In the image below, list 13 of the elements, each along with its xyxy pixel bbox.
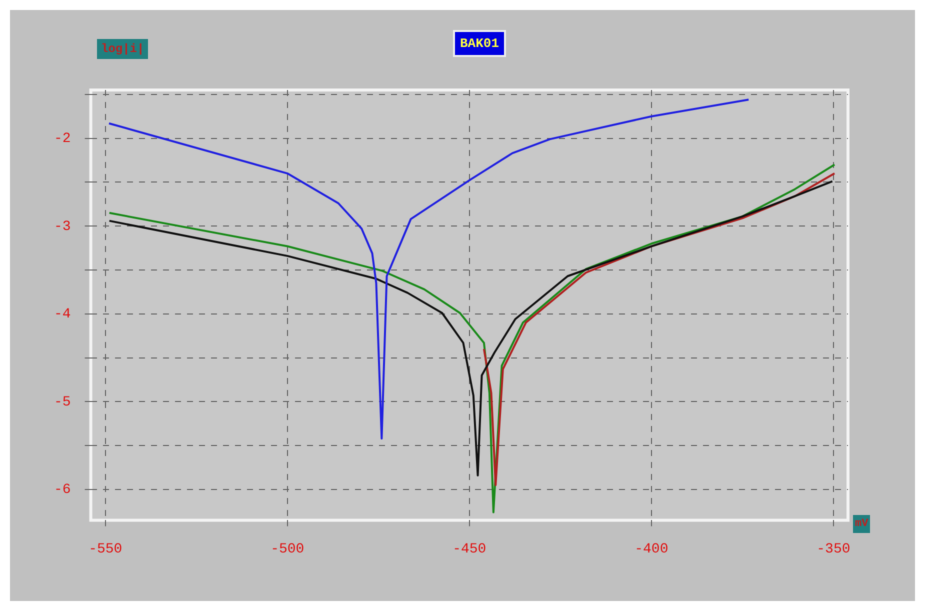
x-tick-label: -500 bbox=[270, 541, 304, 558]
chart-title: BAK01 bbox=[453, 30, 506, 57]
y-tick-label: -4 bbox=[54, 306, 71, 323]
x-axis-title: mV bbox=[853, 515, 870, 533]
y-tick-label: -6 bbox=[54, 482, 71, 498]
x-tick-label: -350 bbox=[816, 541, 850, 558]
y-tick-label: -2 bbox=[54, 130, 71, 147]
x-tick-label: -550 bbox=[88, 541, 122, 558]
y-tick-label: -5 bbox=[54, 394, 71, 410]
x-tick-label: -400 bbox=[634, 541, 668, 558]
y-axis-title: log|i| bbox=[97, 39, 148, 59]
x-tick-label: -450 bbox=[452, 541, 486, 558]
y-tick-label: -3 bbox=[54, 218, 71, 235]
